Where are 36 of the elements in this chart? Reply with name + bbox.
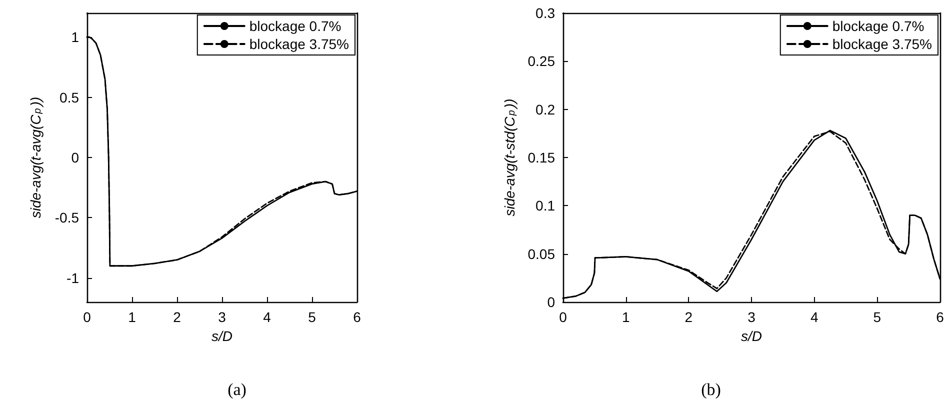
y-axis-title: side-avg(t-std(Cp)) [501,98,518,216]
y-tick-label: 0.15 [528,150,556,166]
y-tick-label: -0.5 [54,210,80,226]
x-tick-label: 0 [559,309,568,325]
y-tick-label: 0 [547,294,556,310]
x-tick-label: 4 [263,309,272,325]
y-tick-label: 0.25 [528,53,556,70]
x-tick-label: 6 [353,309,362,325]
legend-label: blockage 3.75% [249,36,350,52]
x-tick-label: 2 [173,309,182,325]
x-tick-label: 2 [684,309,693,325]
y-tick-label: 1 [71,29,80,46]
x-tick-label: 1 [128,309,136,325]
y-tick-label: 0.5 [60,89,80,106]
x-tick-label: 5 [873,309,882,325]
y-tick-label: -1 [66,270,80,286]
x-tick-label: 3 [218,309,226,325]
y-tick-label: 0.1 [536,198,556,214]
x-tick-label: 6 [936,309,944,325]
legend-label: blockage 0.7% [249,18,342,34]
x-tick-label: 0 [83,309,92,325]
legend-label: blockage 3.75% [832,36,932,52]
text: (a) [228,380,246,399]
y-axis-title: side-avg(t-avg(Cp)) [28,96,44,218]
x-axis-title: s/D [741,328,762,344]
x-tick-label: 3 [748,309,756,325]
x-tick-label: 5 [308,309,316,325]
text: (b) [701,380,721,399]
x-axis-title: s/D [212,328,232,344]
y-tick-label: 0.05 [528,246,556,262]
x-tick-label: 1 [622,309,630,325]
x-tick-label: 4 [810,309,818,325]
y-tick-label: 0 [71,150,80,166]
y-tick-label: 0.3 [536,5,556,21]
y-tick-label: 0.2 [536,101,556,118]
legend-label: blockage 0.7% [832,18,924,34]
